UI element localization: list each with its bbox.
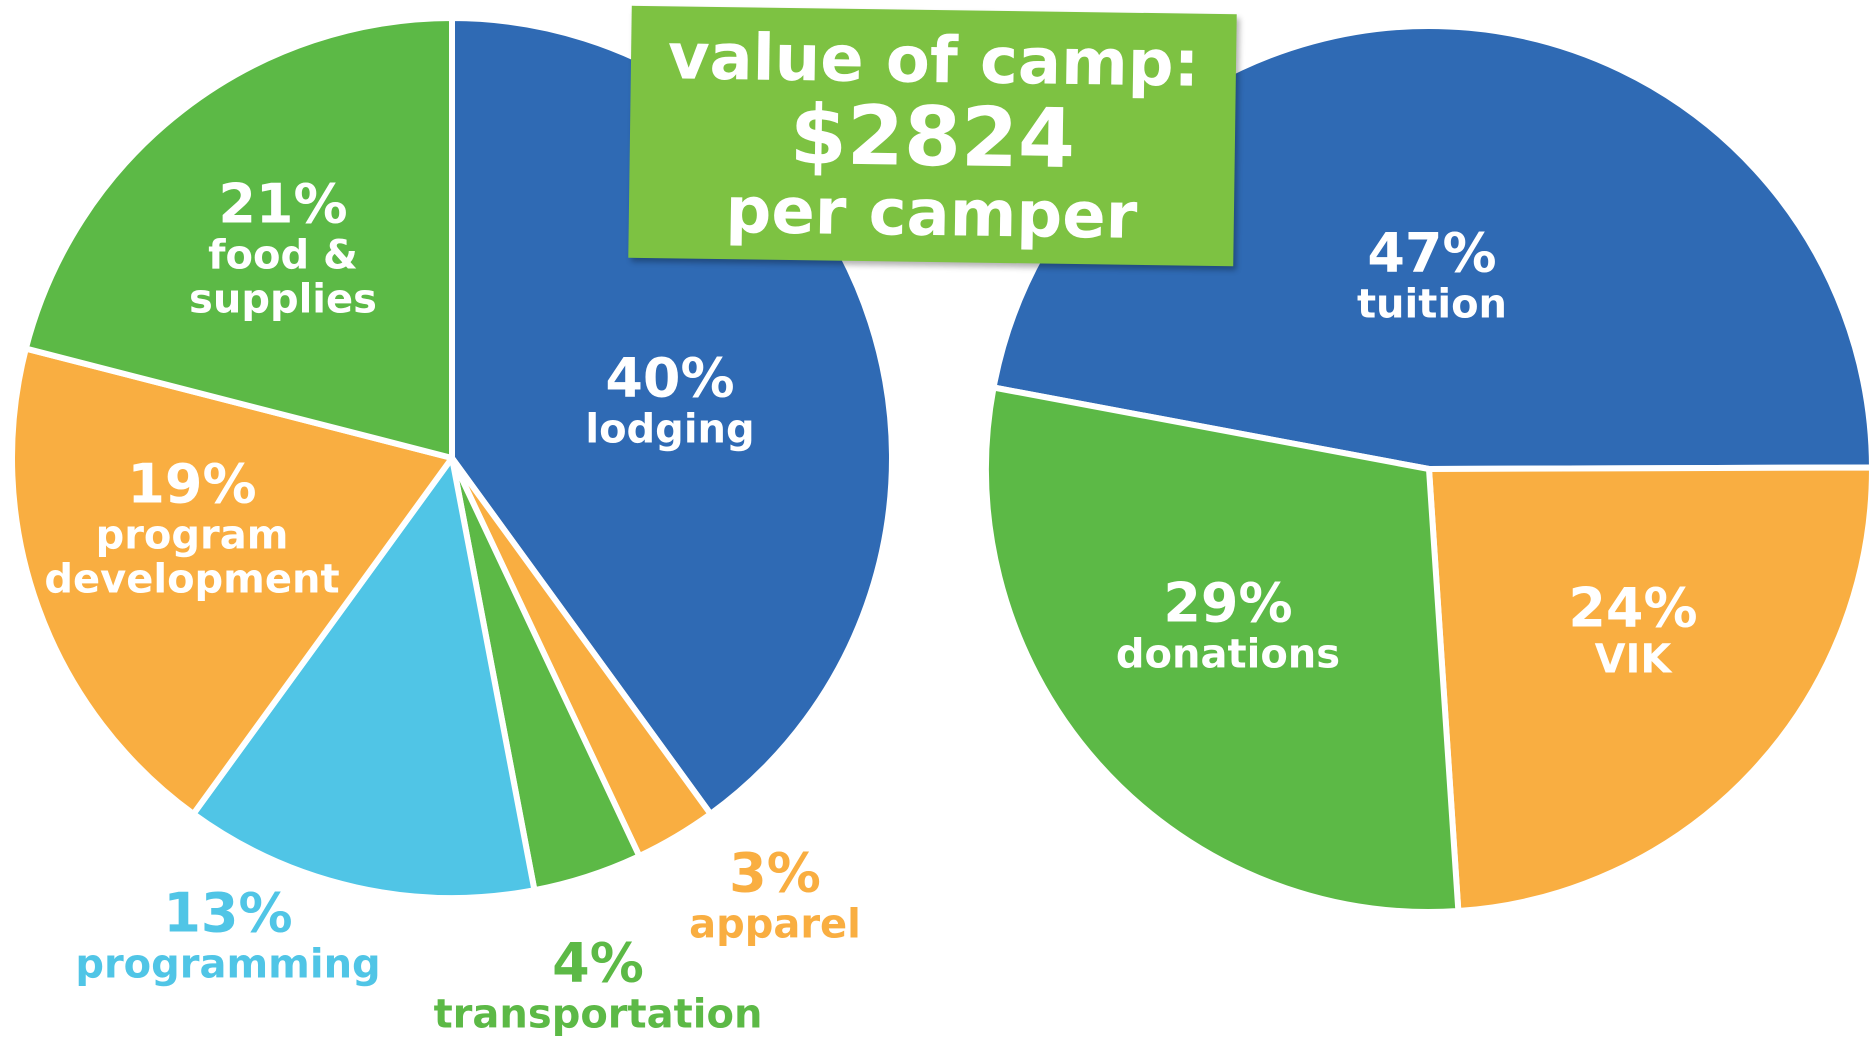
slice-label: 24% VIK (1533, 576, 1733, 683)
category-label: program development (44, 512, 340, 603)
pie-slice (9, 345, 455, 817)
slice-label: 3% apparel (665, 841, 885, 948)
slice-label: 29% donations (1078, 571, 1378, 678)
slice-label: 47% tuition (1302, 221, 1562, 328)
pie-slice (1426, 464, 1875, 915)
category-label: donations (1115, 631, 1341, 678)
pie-slice (983, 384, 1462, 915)
category-label: food & supplies (189, 232, 377, 323)
title-line: value of camp: (667, 20, 1200, 102)
value-label: 19% (127, 452, 257, 516)
value-label: 13% (163, 881, 293, 945)
slice-label: 4% transportation (388, 931, 808, 1038)
value-label: 4% (552, 931, 644, 995)
value-label: 47% (1367, 221, 1497, 285)
category-label: transportation (433, 991, 763, 1038)
category-label: programming (75, 941, 381, 988)
value-label: 40% (605, 346, 735, 410)
slice-label: 13% programming (38, 881, 418, 988)
slice-label: 19% program development (22, 452, 362, 603)
category-label: VIK (1594, 636, 1672, 683)
category-label: tuition (1356, 281, 1508, 328)
pie-slice (190, 455, 538, 901)
slice-label: 21% food & supplies (163, 172, 403, 323)
value-label: 3% (729, 841, 821, 905)
slice-label: 40% lodging (540, 346, 800, 453)
title-line: per camper (725, 174, 1138, 255)
value-label: 24% (1568, 576, 1698, 640)
title-box: value of camp: $2824 per camper (628, 5, 1237, 267)
pie-slice (22, 15, 455, 461)
value-label: 29% (1163, 571, 1293, 635)
title-amount: $2824 (789, 88, 1076, 188)
value-label: 21% (218, 172, 348, 236)
category-label: lodging (585, 406, 755, 453)
category-label: apparel (689, 901, 861, 948)
